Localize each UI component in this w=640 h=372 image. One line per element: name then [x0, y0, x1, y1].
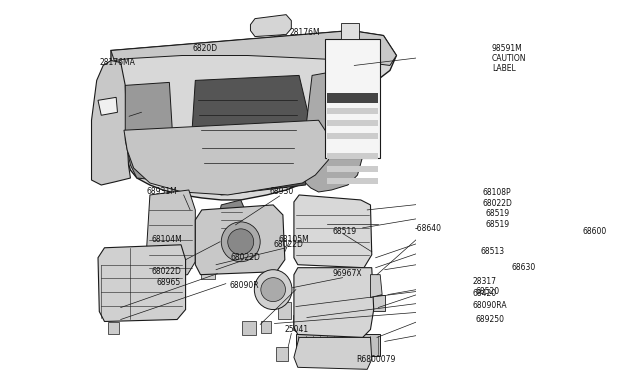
Polygon shape	[250, 15, 291, 36]
Polygon shape	[294, 268, 374, 337]
Text: 28317: 28317	[473, 277, 497, 286]
Text: 68519: 68519	[486, 209, 510, 218]
Polygon shape	[371, 275, 382, 298]
Polygon shape	[111, 31, 396, 200]
Text: 68513: 68513	[481, 247, 505, 256]
Bar	[327, 108, 378, 114]
Polygon shape	[218, 200, 247, 240]
Text: 68090R: 68090R	[229, 281, 259, 290]
Text: 68519: 68519	[333, 227, 357, 236]
Bar	[108, 305, 120, 317]
Text: 68520: 68520	[476, 287, 500, 296]
Bar	[200, 265, 215, 279]
Polygon shape	[111, 31, 396, 65]
Polygon shape	[294, 195, 372, 268]
Text: CAUTION: CAUTION	[492, 54, 526, 63]
Text: 68105M: 68105M	[278, 235, 309, 244]
Text: 689250: 689250	[476, 315, 504, 324]
Bar	[292, 314, 304, 330]
Text: 68022D: 68022D	[273, 240, 303, 249]
Text: 28176MA: 28176MA	[99, 58, 135, 67]
Polygon shape	[147, 190, 195, 278]
Text: 68090RA: 68090RA	[473, 301, 508, 310]
Text: -68640: -68640	[415, 224, 442, 233]
Polygon shape	[305, 68, 371, 192]
Polygon shape	[98, 245, 186, 321]
Polygon shape	[125, 82, 173, 180]
Text: 68104M: 68104M	[151, 235, 182, 244]
Text: 68600: 68600	[582, 227, 607, 236]
Text: 98591M: 98591M	[492, 44, 522, 53]
Bar	[327, 166, 378, 172]
Ellipse shape	[221, 222, 260, 262]
Bar	[341, 23, 360, 39]
Text: 68931M: 68931M	[147, 187, 177, 196]
Bar	[276, 347, 288, 361]
Polygon shape	[294, 337, 372, 369]
Bar	[296, 334, 380, 356]
Text: 68630: 68630	[512, 263, 536, 272]
Ellipse shape	[261, 278, 285, 302]
Text: 28176M: 28176M	[289, 28, 320, 37]
Bar	[327, 120, 378, 126]
Polygon shape	[92, 61, 131, 185]
Bar	[327, 153, 378, 159]
Bar	[242, 321, 256, 336]
Text: R6800079: R6800079	[356, 355, 396, 364]
Polygon shape	[192, 76, 312, 195]
Text: 68022D: 68022D	[482, 199, 512, 208]
Ellipse shape	[228, 229, 253, 255]
Text: 68108P: 68108P	[482, 189, 511, 198]
Text: 25041: 25041	[285, 325, 309, 334]
Text: 68022D: 68022D	[151, 267, 181, 276]
Bar	[327, 93, 378, 103]
Polygon shape	[124, 120, 332, 195]
Text: 68930: 68930	[270, 187, 294, 196]
Text: LABEL: LABEL	[492, 64, 516, 73]
Bar	[327, 133, 378, 139]
Text: 96967X: 96967X	[333, 269, 362, 278]
Polygon shape	[195, 205, 285, 275]
Bar	[327, 178, 378, 184]
Bar	[108, 323, 120, 334]
Text: 6820D: 6820D	[192, 44, 217, 53]
Text: 68022D: 68022D	[231, 253, 261, 262]
Text: 68965: 68965	[156, 278, 180, 287]
Ellipse shape	[254, 270, 292, 310]
Bar	[278, 302, 291, 320]
Bar	[372, 295, 385, 311]
Text: 68519: 68519	[486, 220, 510, 230]
Bar	[325, 39, 380, 158]
Text: 68420: 68420	[473, 289, 497, 298]
Bar	[262, 321, 271, 333]
Polygon shape	[98, 97, 118, 115]
